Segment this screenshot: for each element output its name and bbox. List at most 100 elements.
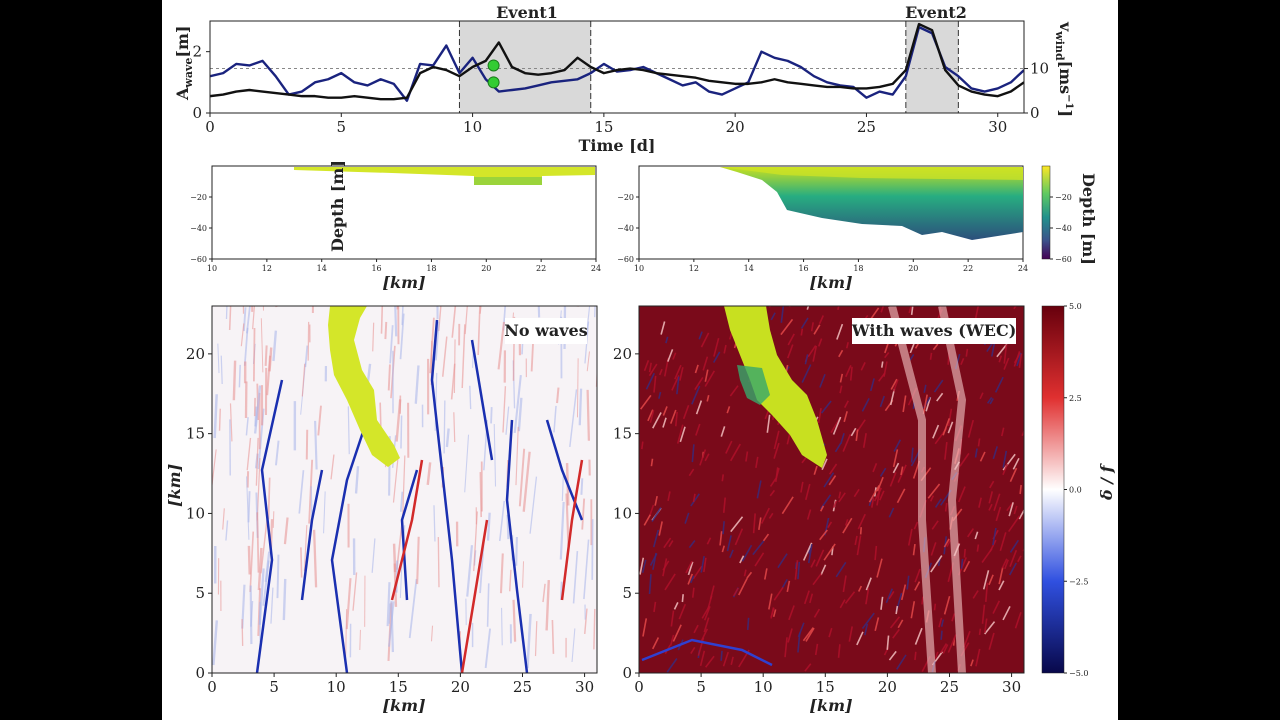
field-streak (1014, 612, 1022, 629)
field-streak (972, 590, 979, 599)
field-streak (497, 321, 506, 370)
field-streak (388, 601, 395, 647)
x-tick-label: 30 (1002, 678, 1021, 696)
field-streak (845, 364, 852, 378)
field-streak (500, 607, 503, 646)
field-streak (986, 397, 993, 404)
field-streak (960, 558, 964, 569)
x-tick-label: 10 (754, 678, 773, 696)
field-streak (721, 474, 725, 482)
field-streak (255, 437, 259, 486)
field-streak (784, 637, 788, 658)
field-streak (871, 497, 875, 508)
field-streak (512, 599, 517, 642)
field-streak (787, 628, 793, 643)
x-tick-label: 5 (696, 678, 706, 696)
field-streak (797, 561, 801, 580)
field-streak (892, 628, 900, 639)
field-streak (861, 612, 875, 630)
field-streak (722, 651, 729, 667)
field-streak (667, 491, 671, 502)
negative-front (300, 469, 324, 601)
field-streak (703, 606, 711, 621)
field-streak (390, 600, 395, 653)
field-streak (775, 467, 780, 480)
field-streak (505, 406, 510, 435)
field-streak (947, 408, 953, 427)
field-streak (810, 559, 816, 568)
field-streak (283, 517, 289, 545)
field-streak (688, 468, 695, 477)
field-streak (836, 323, 844, 340)
field-streak (977, 438, 981, 447)
field-streak (1003, 344, 1008, 364)
field-streak (559, 501, 565, 560)
field-streak (812, 345, 818, 362)
field-streak (884, 352, 890, 359)
field-streak (951, 613, 956, 622)
field-streak (760, 507, 770, 524)
field-streak (652, 529, 660, 548)
field-streak (703, 557, 707, 573)
field-streak (768, 593, 773, 610)
field-streak (666, 658, 678, 673)
field-streak (658, 521, 663, 536)
divergence-colorbar-label: δ / f (1097, 462, 1116, 501)
field-streak (859, 527, 862, 535)
field-streak (989, 480, 995, 489)
cb-tick-label: −60 (1055, 255, 1072, 264)
field-streak (702, 356, 709, 371)
map-left-frame (211, 305, 598, 674)
map-left-x-ticks: 0 5 10 15 20 25 30 (207, 673, 594, 696)
y-tick-label: 15 (613, 425, 632, 443)
field-streak (773, 442, 780, 459)
field-streak (443, 400, 446, 454)
field-streak (897, 464, 907, 483)
negative-front (470, 339, 494, 461)
field-streak (738, 577, 748, 596)
y-tick-label: −40 (617, 224, 634, 233)
field-streak (732, 587, 739, 597)
field-streak (839, 373, 844, 383)
field-streak (819, 505, 825, 512)
map-right-xlabel: [km] (809, 696, 852, 715)
field-streak (892, 449, 899, 468)
field-streak (518, 448, 526, 507)
field-streak (1018, 353, 1023, 368)
x-tick-label: 0 (205, 118, 215, 136)
field-streak (648, 363, 658, 377)
field-streak (787, 344, 794, 359)
field-streak (676, 424, 684, 444)
field-streak (245, 306, 251, 334)
field-streak (850, 427, 857, 437)
field-streak (276, 554, 280, 599)
field-streak (213, 394, 218, 439)
field-streak (392, 456, 399, 503)
field-streak (641, 441, 644, 450)
field-streak (648, 362, 652, 373)
field-streak (594, 306, 596, 318)
cb-tick-label: −40 (1055, 224, 1072, 233)
field-streak (586, 351, 591, 372)
field-streak (933, 603, 937, 611)
field-streak (652, 412, 662, 429)
map-left-xlabel: [km] (382, 696, 425, 715)
field-streak (889, 616, 901, 629)
field-streak (910, 306, 914, 315)
field-streak (1000, 427, 1005, 437)
field-streak (515, 537, 518, 566)
field-streak (805, 627, 815, 642)
field-streak (429, 317, 435, 374)
field-streak (856, 631, 864, 646)
field-streak (857, 513, 866, 530)
field-streak (578, 388, 583, 426)
cb-tick-label: −5.0 (1069, 669, 1088, 678)
field-streak (855, 429, 859, 441)
field-streak (689, 575, 695, 584)
field-streak (739, 555, 745, 564)
x-tick-label: 25 (940, 678, 959, 696)
field-streak (781, 496, 794, 515)
x-tick-label: 18 (853, 264, 863, 273)
field-streak (780, 306, 785, 323)
field-streak (965, 348, 969, 357)
